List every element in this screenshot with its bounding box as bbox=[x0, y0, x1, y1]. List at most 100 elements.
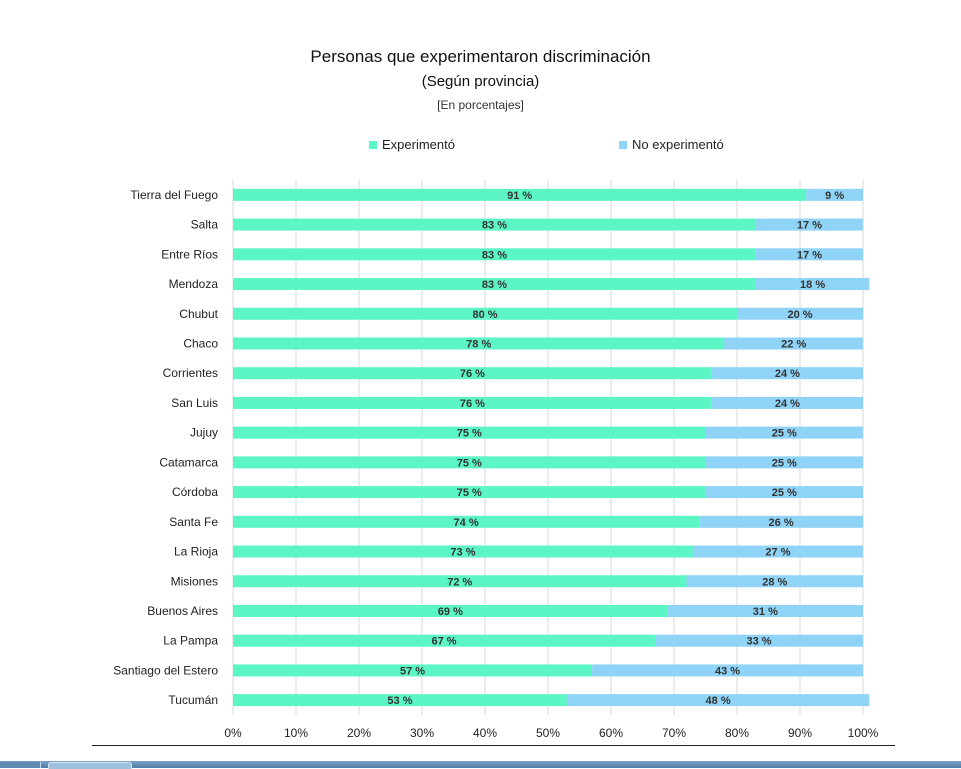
x-tick-label: 100% bbox=[848, 726, 879, 740]
data-label-no-experimento: 31 % bbox=[753, 606, 778, 618]
taskbar-start-area[interactable] bbox=[0, 762, 41, 768]
bar-experimento bbox=[233, 396, 712, 409]
category-label: Tucumán bbox=[168, 693, 218, 707]
legend-swatch-experimento bbox=[369, 140, 377, 149]
x-tick-label: 90% bbox=[788, 726, 812, 740]
bar-no-experimento bbox=[705, 456, 863, 469]
bar-experimento bbox=[233, 307, 737, 320]
bar-experimento bbox=[233, 575, 687, 588]
x-tick-label: 40% bbox=[473, 726, 497, 740]
category-label: La Pampa bbox=[163, 634, 218, 648]
chart-subtitle: (Según provincia) bbox=[421, 73, 540, 90]
category-label: San Luis bbox=[171, 396, 218, 410]
legend-label-no-experimento: No experimentó bbox=[632, 137, 724, 152]
chart-unit-note: [En porcentajes] bbox=[437, 98, 524, 112]
data-label-no-experimento: 28 % bbox=[762, 576, 787, 588]
bar-experimento bbox=[233, 367, 712, 380]
x-tick-label: 20% bbox=[347, 726, 371, 740]
bar-experimento bbox=[233, 426, 706, 439]
legend-item-experimento: Experimentó bbox=[369, 137, 455, 152]
bar-experimento bbox=[233, 515, 700, 528]
bar-no-experimento bbox=[724, 337, 863, 350]
legend-label-experimento: Experimentó bbox=[382, 137, 455, 152]
data-label-no-experimento: 25 % bbox=[772, 457, 797, 469]
data-label-no-experimento: 25 % bbox=[772, 487, 797, 499]
x-tick-label: 0% bbox=[224, 726, 242, 740]
category-label: Santiago del Estero bbox=[113, 663, 218, 677]
taskbar-window-button[interactable] bbox=[48, 762, 132, 769]
bar-no-experimento bbox=[711, 396, 863, 409]
data-label-no-experimento: 24 % bbox=[775, 368, 800, 380]
bar-experimento bbox=[233, 337, 725, 350]
bar-no-experimento bbox=[699, 515, 863, 528]
data-label-no-experimento: 48 % bbox=[706, 695, 731, 707]
category-label: Corrientes bbox=[163, 366, 218, 380]
data-label-experimento: 83 % bbox=[482, 220, 507, 232]
data-label-experimento: 67 % bbox=[432, 636, 457, 648]
bar-no-experimento bbox=[667, 604, 863, 617]
x-tick-label: 10% bbox=[284, 726, 308, 740]
data-label-experimento: 83 % bbox=[482, 249, 507, 261]
data-label-experimento: 75 % bbox=[457, 428, 482, 440]
category-label: La Rioja bbox=[174, 545, 218, 559]
x-tick-label: 30% bbox=[410, 726, 434, 740]
category-label: Chubut bbox=[179, 307, 218, 321]
bar-experimento bbox=[233, 694, 567, 707]
data-label-experimento: 80 % bbox=[472, 309, 497, 321]
bar-experimento bbox=[233, 545, 693, 558]
category-label: Misiones bbox=[171, 574, 218, 588]
bar-experimento bbox=[233, 248, 756, 261]
category-label: Catamarca bbox=[159, 455, 218, 469]
category-label: Tierra del Fuego bbox=[130, 188, 218, 202]
x-tick-label: 50% bbox=[536, 726, 560, 740]
chart-title: Personas que experimentaron discriminaci… bbox=[310, 47, 651, 66]
category-label: Santa Fe bbox=[169, 515, 218, 529]
bar-experimento bbox=[233, 278, 756, 291]
category-label: Mendoza bbox=[169, 277, 219, 291]
category-label: Córdoba bbox=[172, 485, 218, 499]
category-label: Entre Ríos bbox=[161, 247, 218, 261]
bar-no-experimento bbox=[737, 307, 863, 320]
data-label-experimento: 76 % bbox=[460, 398, 485, 410]
data-label-no-experimento: 25 % bbox=[772, 428, 797, 440]
data-label-experimento: 83 % bbox=[482, 279, 507, 291]
x-tick-label: 80% bbox=[725, 726, 749, 740]
legend-item-no-experimento: No experimentó bbox=[619, 137, 724, 152]
data-label-experimento: 53 % bbox=[387, 695, 412, 707]
data-label-no-experimento: 17 % bbox=[797, 249, 822, 261]
chart-bottom-rule bbox=[92, 745, 895, 746]
bar-no-experimento bbox=[705, 486, 863, 499]
data-label-no-experimento: 22 % bbox=[781, 338, 806, 350]
taskbar bbox=[0, 761, 961, 768]
data-label-experimento: 69 % bbox=[438, 606, 463, 618]
bar-no-experimento bbox=[655, 634, 863, 647]
bar-no-experimento bbox=[755, 218, 863, 231]
data-label-experimento: 76 % bbox=[460, 368, 485, 380]
category-label: Salta bbox=[191, 218, 219, 232]
bar-experimento bbox=[233, 188, 807, 201]
bar-no-experimento bbox=[711, 367, 863, 380]
data-label-no-experimento: 27 % bbox=[765, 547, 790, 559]
bar-no-experimento bbox=[692, 545, 863, 558]
data-label-no-experimento: 26 % bbox=[769, 517, 794, 529]
bar-no-experimento bbox=[755, 278, 870, 291]
data-label-no-experimento: 9 % bbox=[825, 190, 844, 202]
bar-no-experimento bbox=[592, 664, 863, 677]
bar-no-experimento bbox=[686, 575, 863, 588]
bar-experimento bbox=[233, 218, 756, 231]
x-tick-label: 60% bbox=[599, 726, 623, 740]
data-label-experimento: 57 % bbox=[400, 665, 425, 677]
data-label-experimento: 78 % bbox=[466, 338, 491, 350]
bar-no-experimento bbox=[705, 426, 863, 439]
category-label: Chaco bbox=[183, 336, 218, 350]
data-label-experimento: 74 % bbox=[454, 517, 479, 529]
data-label-experimento: 72 % bbox=[447, 576, 472, 588]
data-label-no-experimento: 17 % bbox=[797, 220, 822, 232]
bar-no-experimento bbox=[755, 248, 863, 261]
bar-no-experimento bbox=[806, 188, 863, 201]
data-label-no-experimento: 20 % bbox=[787, 309, 812, 321]
category-label: Buenos Aires bbox=[147, 604, 218, 618]
data-label-no-experimento: 24 % bbox=[775, 398, 800, 410]
bar-no-experimento bbox=[566, 694, 870, 707]
data-label-no-experimento: 43 % bbox=[715, 665, 740, 677]
